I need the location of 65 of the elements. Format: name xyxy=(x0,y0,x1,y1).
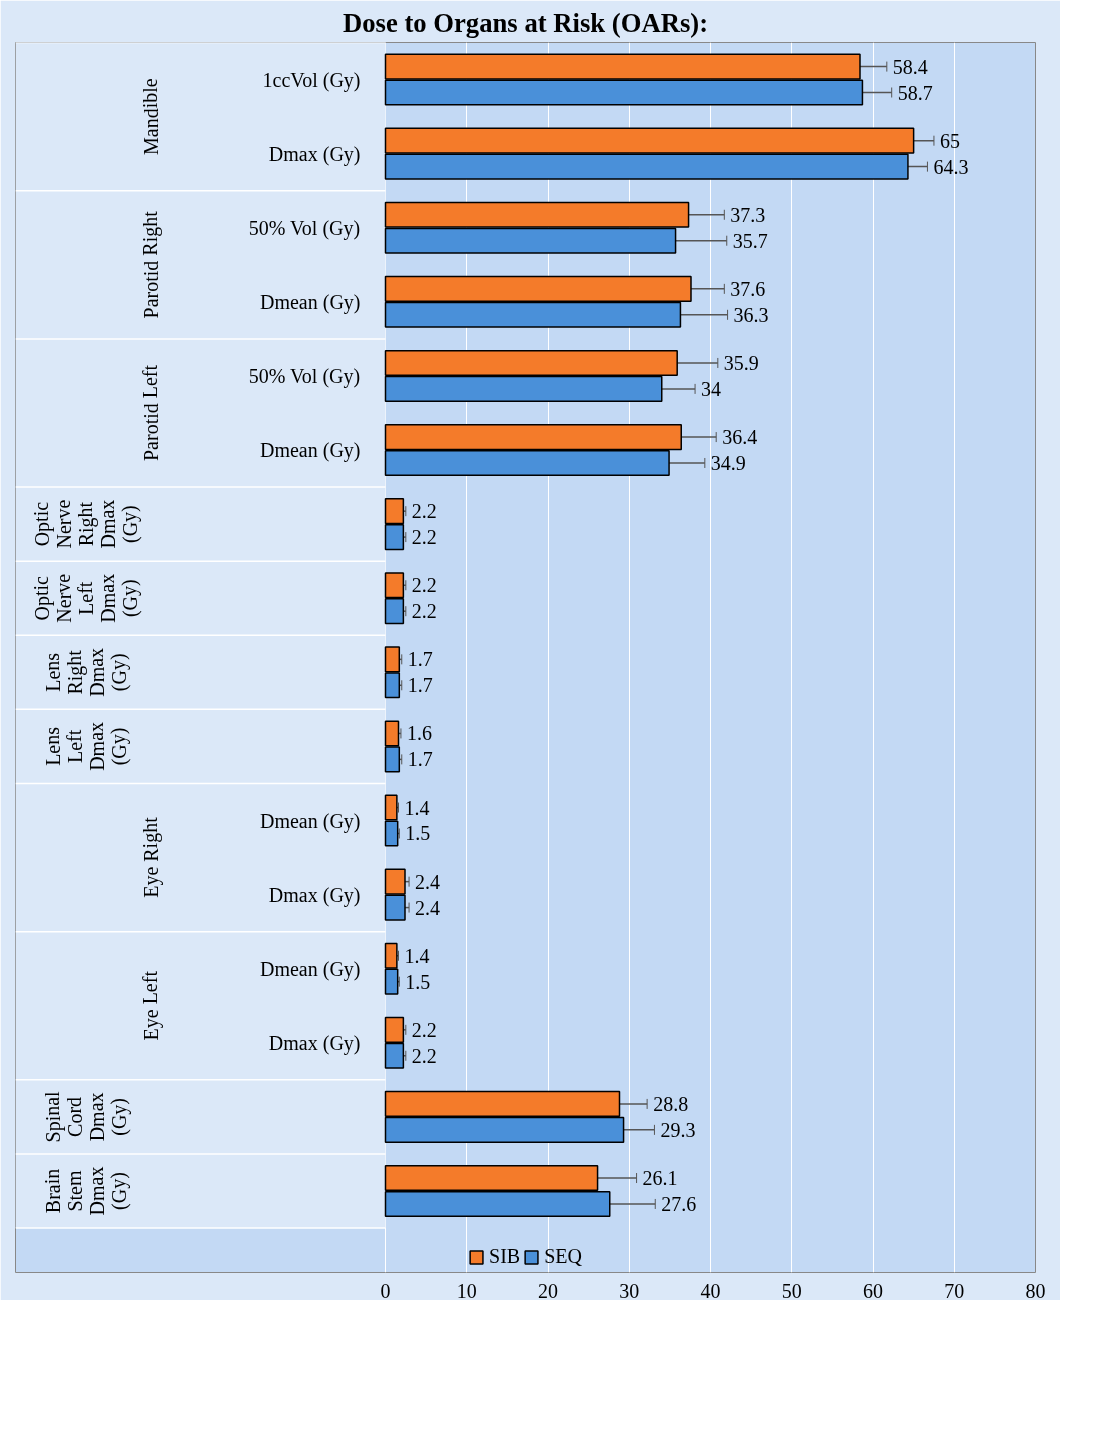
data-label: 35.9 xyxy=(723,351,759,374)
text: Spinal Cord Dmax (Gy) xyxy=(41,1090,131,1143)
y-tick-label: Dmean (Gy) xyxy=(259,809,361,833)
data-label: 2.2 xyxy=(411,500,437,523)
data-label: 36.3 xyxy=(733,303,769,326)
data-label: 2.2 xyxy=(411,526,437,549)
text: Eye Right xyxy=(139,816,163,898)
data-label: 37.3 xyxy=(730,203,766,226)
text: Mandible xyxy=(139,78,162,155)
y-tick-label: Dmax (Gy) xyxy=(268,142,361,166)
x-tick-label: 60 xyxy=(863,1279,883,1302)
text: Parotid Right xyxy=(139,210,163,319)
x-tick-label: 80 xyxy=(1025,1279,1046,1302)
data-label: 58.7 xyxy=(897,81,933,104)
data-label: 1.7 xyxy=(407,648,433,671)
data-label: 2.4 xyxy=(415,870,441,893)
data-label: 35.7 xyxy=(732,229,768,252)
data-label: 2.2 xyxy=(411,1044,437,1067)
data-label: 34 xyxy=(701,377,722,400)
x-tick-label: 40 xyxy=(700,1279,721,1302)
data-label: 58.4 xyxy=(892,55,928,78)
x-tick-label: 50 xyxy=(781,1279,802,1302)
data-label: 2.2 xyxy=(411,574,437,597)
text: Brain Stem Dmax (Gy) xyxy=(41,1166,131,1216)
data-label: 37.6 xyxy=(730,277,766,300)
data-label: 1.4 xyxy=(404,944,430,967)
text: Optic Nerve Right Dmax (Gy) xyxy=(30,499,142,549)
data-label: 34.9 xyxy=(710,452,746,474)
x-tick-label: 0 xyxy=(380,1279,391,1302)
data-label: 36.4 xyxy=(722,426,758,449)
text: Optic Nerve Left Dmax (Gy) xyxy=(30,573,142,623)
y-tick-label: 50% Vol (Gy) xyxy=(248,216,361,240)
data-label: 1.5 xyxy=(405,822,431,845)
data-label: 1.7 xyxy=(407,748,433,771)
data-label: 2.2 xyxy=(411,600,437,623)
x-tick-label: 70 xyxy=(944,1279,965,1302)
x-tick-label: 10 xyxy=(456,1279,477,1302)
text: Eye Left xyxy=(139,970,163,1041)
y-tick-label: 1ccVol (Gy) xyxy=(262,68,361,92)
data-label: 2.2 xyxy=(411,1018,437,1041)
x-tick-label: 30 xyxy=(619,1279,640,1302)
data-label: 1.4 xyxy=(404,796,430,819)
text: Parotid Left xyxy=(139,364,162,462)
data-label: 1.7 xyxy=(407,674,433,697)
data-label: 28.8 xyxy=(653,1092,689,1115)
legend-label: SEQ xyxy=(544,1245,582,1268)
data-label: 1.6 xyxy=(406,722,432,745)
chart-title: Dose to Organs at Risk (OARs): xyxy=(342,7,709,38)
y-tick-label: Dmax (Gy) xyxy=(268,1031,361,1055)
data-label: 26.1 xyxy=(642,1167,678,1190)
text: Lens Left Dmax (Gy) xyxy=(41,721,131,771)
y-tick-label: Dmean (Gy) xyxy=(259,957,361,981)
data-label: 64.3 xyxy=(933,155,969,178)
data-label: 65 xyxy=(939,129,960,152)
y-tick-label: 50% Vol (Gy) xyxy=(248,364,361,388)
y-tick-label: Dmax (Gy) xyxy=(268,883,361,907)
legend-label: SIB xyxy=(489,1245,521,1268)
data-label: 2.4 xyxy=(415,896,441,919)
data-label: 27.6 xyxy=(661,1192,697,1215)
y-tick-label: Dmean (Gy) xyxy=(259,439,361,463)
data-label: 1.5 xyxy=(405,970,431,993)
x-tick-label: 20 xyxy=(538,1279,558,1302)
text: Lens Right Dmax (Gy) xyxy=(41,647,131,697)
y-tick-label: Dmean (Gy) xyxy=(259,290,361,314)
data-label: 29.3 xyxy=(660,1118,696,1141)
